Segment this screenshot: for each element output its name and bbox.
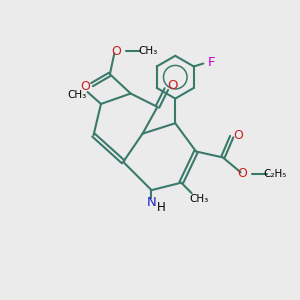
Text: CH₃: CH₃ xyxy=(189,194,209,204)
Text: C₂H₅: C₂H₅ xyxy=(263,169,286,179)
Text: O: O xyxy=(111,44,121,58)
Text: O: O xyxy=(233,129,243,142)
Text: CH₃: CH₃ xyxy=(138,46,157,56)
Text: O: O xyxy=(81,80,90,93)
Text: O: O xyxy=(168,79,178,92)
Text: CH₃: CH₃ xyxy=(68,90,87,100)
Text: H: H xyxy=(157,201,165,214)
Text: N: N xyxy=(147,196,156,208)
Text: F: F xyxy=(207,56,215,69)
Text: O: O xyxy=(237,167,247,180)
